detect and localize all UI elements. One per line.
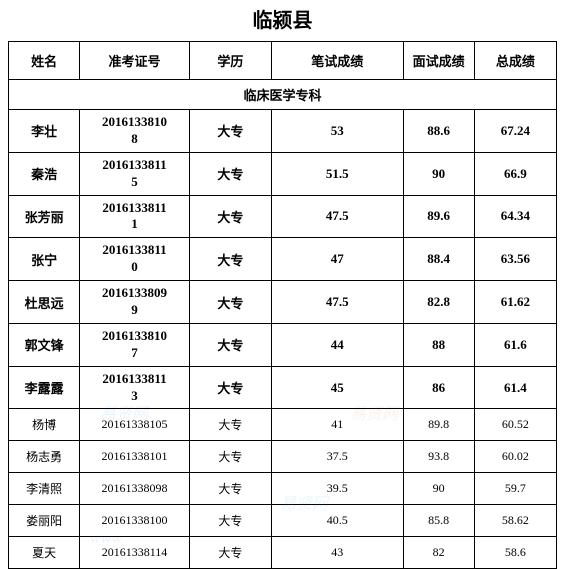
cell-name: 杨博 [9, 409, 80, 441]
cell-education: 大专 [189, 505, 271, 537]
cell-interview: 90 [403, 473, 474, 505]
cell-exam-id: 20161338108 [80, 110, 190, 153]
table-row: 杨志勇20161338101大专37.593.860.02 [9, 441, 557, 473]
cell-name: 秦浩 [9, 152, 80, 195]
cell-total: 58.6 [474, 537, 556, 569]
cell-total: 66.9 [474, 152, 556, 195]
table-row: 郭文锋20161338107大专448861.6 [9, 323, 557, 366]
cell-education: 大专 [189, 323, 271, 366]
cell-exam-id: 20161338107 [80, 323, 190, 366]
cell-name: 娄丽阳 [9, 505, 80, 537]
cell-total: 61.6 [474, 323, 556, 366]
cell-total: 60.02 [474, 441, 556, 473]
cell-education: 大专 [189, 152, 271, 195]
cell-total: 58.62 [474, 505, 556, 537]
section-header-row: 临床医学专科 [9, 80, 557, 110]
cell-written: 41 [272, 409, 404, 441]
header-exam-id: 准考证号 [80, 42, 190, 80]
cell-education: 大专 [189, 366, 271, 409]
cell-written: 47 [272, 238, 404, 281]
cell-written: 47.5 [272, 281, 404, 324]
header-written: 笔试成绩 [272, 42, 404, 80]
cell-name: 李清照 [9, 473, 80, 505]
cell-exam-id: 20161338105 [80, 409, 190, 441]
cell-education: 大专 [189, 441, 271, 473]
cell-written: 37.5 [272, 441, 404, 473]
cell-exam-id: 20161338099 [80, 281, 190, 324]
cell-total: 63.56 [474, 238, 556, 281]
cell-written: 53 [272, 110, 404, 153]
cell-written: 47.5 [272, 195, 404, 238]
table-row: 李露露20161338113大专458661.4 [9, 366, 557, 409]
table-row: 夏天20161338114大专438258.6 [9, 537, 557, 569]
cell-exam-id: 20161338110 [80, 238, 190, 281]
cell-exam-id: 20161338114 [80, 537, 190, 569]
cell-name: 郭文锋 [9, 323, 80, 366]
cell-written: 51.5 [272, 152, 404, 195]
cell-written: 39.5 [272, 473, 404, 505]
cell-total: 61.4 [474, 366, 556, 409]
cell-name: 杜思远 [9, 281, 80, 324]
table-row: 杜思远20161338099大专47.582.861.62 [9, 281, 557, 324]
table-row: 娄丽阳20161338100大专40.585.858.62 [9, 505, 557, 537]
cell-interview: 82 [403, 537, 474, 569]
cell-name: 李露露 [9, 366, 80, 409]
table-header-row: 姓名 准考证号 学历 笔试成绩 面试成绩 总成绩 [9, 42, 557, 80]
cell-exam-id: 20161338115 [80, 152, 190, 195]
cell-interview: 89.8 [403, 409, 474, 441]
cell-interview: 82.8 [403, 281, 474, 324]
cell-written: 45 [272, 366, 404, 409]
cell-exam-id: 20161338101 [80, 441, 190, 473]
cell-name: 张芳丽 [9, 195, 80, 238]
score-table: 姓名 准考证号 学历 笔试成绩 面试成绩 总成绩 临床医学专科 李壮201613… [8, 41, 557, 569]
cell-exam-id: 20161338113 [80, 366, 190, 409]
cell-written: 40.5 [272, 505, 404, 537]
cell-education: 大专 [189, 195, 271, 238]
cell-total: 61.62 [474, 281, 556, 324]
cell-written: 43 [272, 537, 404, 569]
header-education: 学历 [189, 42, 271, 80]
cell-education: 大专 [189, 110, 271, 153]
header-total: 总成绩 [474, 42, 556, 80]
cell-name: 张宁 [9, 238, 80, 281]
cell-exam-id: 20161338111 [80, 195, 190, 238]
cell-interview: 88 [403, 323, 474, 366]
cell-total: 59.7 [474, 473, 556, 505]
cell-exam-id: 20161338100 [80, 505, 190, 537]
cell-interview: 90 [403, 152, 474, 195]
cell-written: 44 [272, 323, 404, 366]
cell-interview: 86 [403, 366, 474, 409]
cell-total: 64.34 [474, 195, 556, 238]
section-title: 临床医学专科 [9, 80, 557, 110]
header-name: 姓名 [9, 42, 80, 80]
table-row: 张芳丽20161338111大专47.589.664.34 [9, 195, 557, 238]
table-row: 张宁20161338110大专4788.463.56 [9, 238, 557, 281]
cell-interview: 89.6 [403, 195, 474, 238]
cell-interview: 88.6 [403, 110, 474, 153]
cell-interview: 88.4 [403, 238, 474, 281]
cell-exam-id: 20161338098 [80, 473, 190, 505]
cell-total: 67.24 [474, 110, 556, 153]
table-row: 李清照20161338098大专39.59059.7 [9, 473, 557, 505]
cell-education: 大专 [189, 238, 271, 281]
cell-education: 大专 [189, 409, 271, 441]
table-row: 杨博20161338105大专4189.860.52 [9, 409, 557, 441]
page-title: 临颍县 [8, 0, 557, 41]
cell-education: 大专 [189, 473, 271, 505]
cell-name: 夏天 [9, 537, 80, 569]
cell-total: 60.52 [474, 409, 556, 441]
table-row: 秦浩20161338115大专51.59066.9 [9, 152, 557, 195]
header-interview: 面试成绩 [403, 42, 474, 80]
cell-interview: 85.8 [403, 505, 474, 537]
cell-name: 杨志勇 [9, 441, 80, 473]
cell-interview: 93.8 [403, 441, 474, 473]
cell-name: 李壮 [9, 110, 80, 153]
cell-education: 大专 [189, 537, 271, 569]
table-row: 李壮20161338108大专5388.667.24 [9, 110, 557, 153]
cell-education: 大专 [189, 281, 271, 324]
